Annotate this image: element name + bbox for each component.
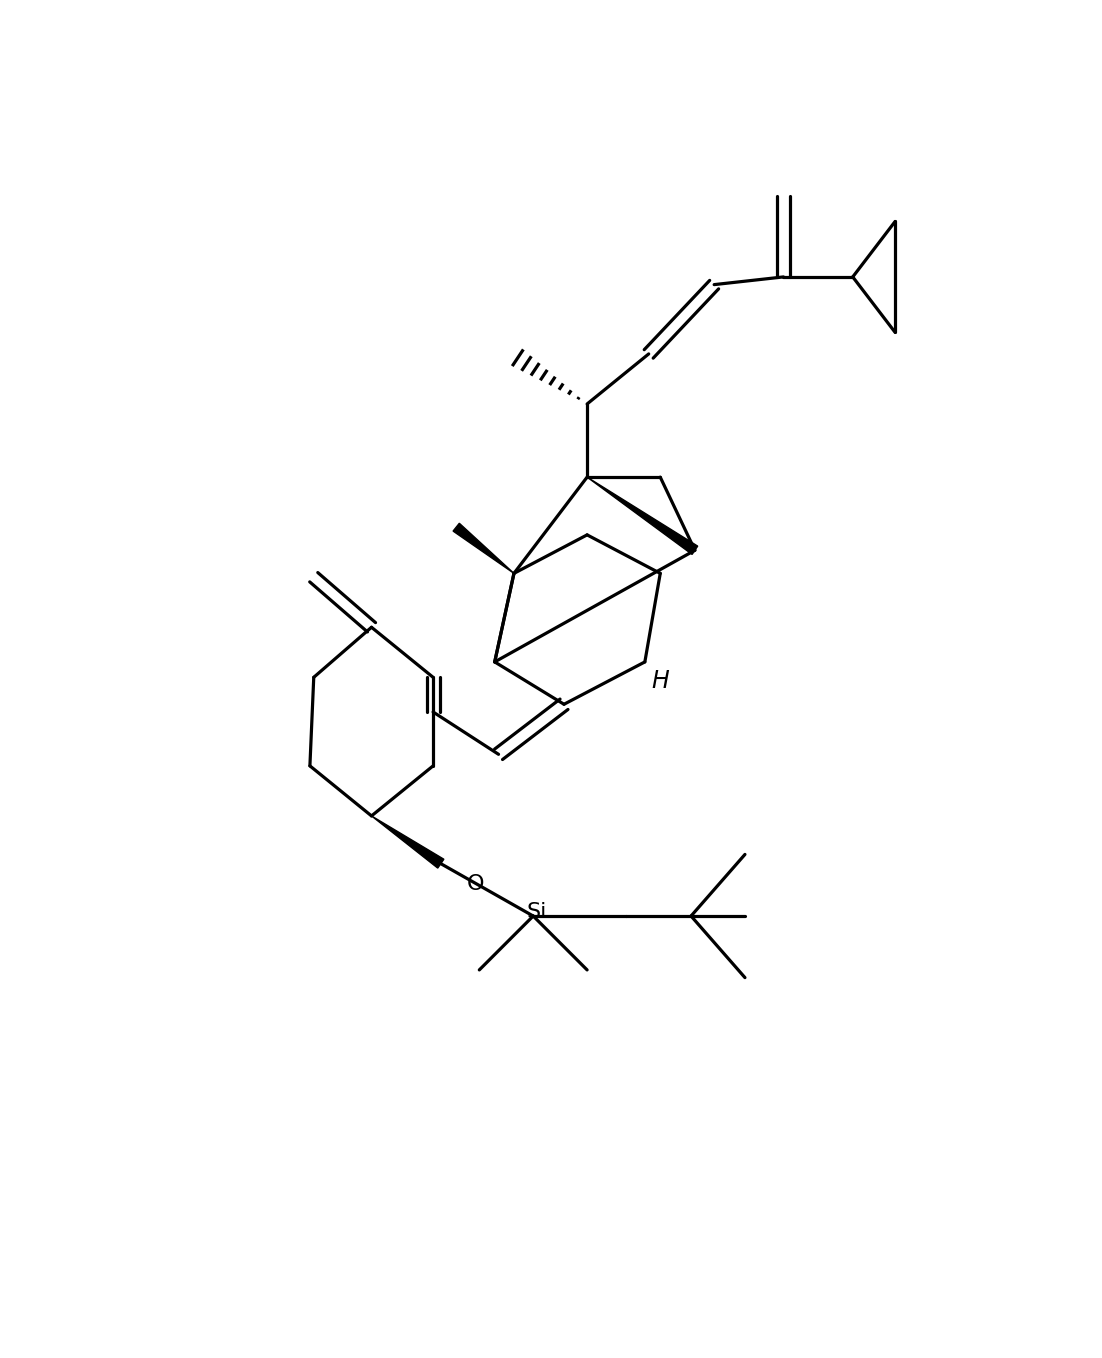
Polygon shape: [371, 816, 444, 868]
Polygon shape: [587, 477, 698, 554]
Text: O: O: [467, 875, 484, 895]
Text: H: H: [651, 669, 669, 693]
Text: Si: Si: [527, 902, 548, 922]
Polygon shape: [453, 523, 514, 573]
